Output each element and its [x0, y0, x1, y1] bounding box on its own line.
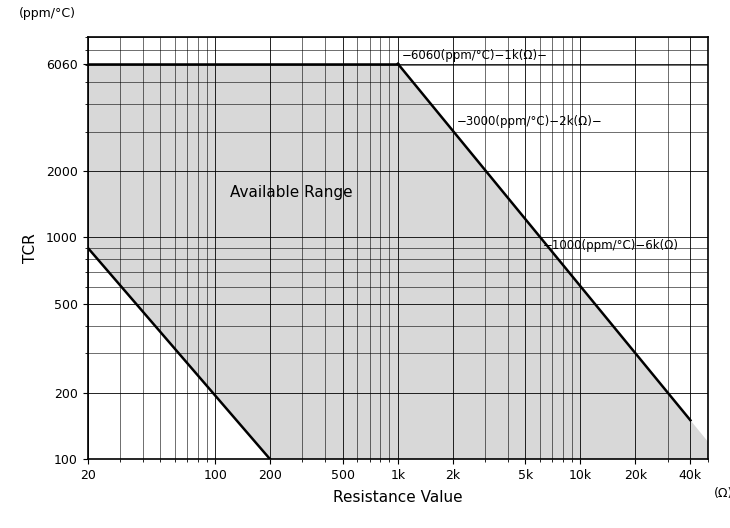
Text: Available Range: Available Range: [230, 185, 353, 200]
Text: −1000(ppm/°C)−6k(Ω): −1000(ppm/°C)−6k(Ω): [542, 239, 679, 252]
Text: −6060(ppm/°C)−1k(Ω)−: −6060(ppm/°C)−1k(Ω)−: [402, 49, 548, 62]
Text: (ppm/°C): (ppm/°C): [19, 7, 77, 20]
Y-axis label: TCR: TCR: [23, 233, 38, 263]
Text: (Ω): (Ω): [715, 487, 730, 500]
Polygon shape: [88, 64, 723, 459]
X-axis label: Resistance Value: Resistance Value: [333, 491, 463, 505]
Text: −3000(ppm/°C)−2k(Ω)−: −3000(ppm/°C)−2k(Ω)−: [457, 115, 602, 128]
